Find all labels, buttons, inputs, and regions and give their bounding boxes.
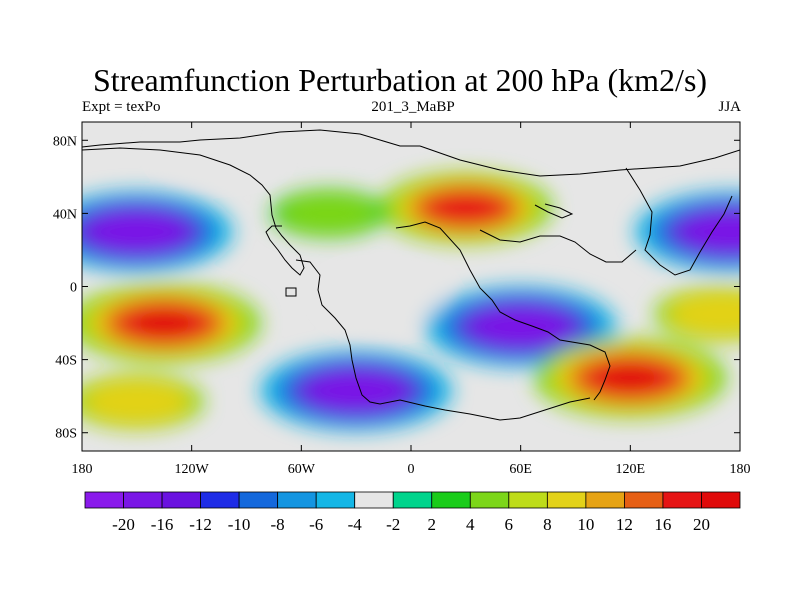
colorbar-box <box>161 491 201 509</box>
colorbar-box <box>624 491 664 509</box>
experiment-label: Expt = texPo <box>82 99 161 115</box>
y-tick-label: 80N <box>53 134 77 149</box>
field-extremum <box>534 337 727 418</box>
field-extremum <box>82 191 233 272</box>
field-extremum <box>82 283 261 364</box>
y-tick-label: 40S <box>55 354 77 369</box>
asia-coast-outline <box>625 167 733 276</box>
run-label: 201_3_MaBP <box>371 99 455 115</box>
x-tick-label: 180 <box>72 462 93 477</box>
colorbar-label: 2 <box>428 515 437 534</box>
x-tick-label: 120E <box>616 462 646 477</box>
x-tick-label: 120W <box>175 462 210 477</box>
colorbar-box <box>354 491 394 509</box>
colorbar-label: 10 <box>577 515 594 534</box>
colorbar-box <box>546 491 587 509</box>
mediterranean-outline <box>534 203 574 219</box>
season-label: JJA <box>718 99 741 115</box>
colorbar-label: -2 <box>386 515 400 534</box>
y-tick-label: 0 <box>70 281 77 296</box>
colorbar-label: -6 <box>309 515 323 534</box>
colorbar-label: -4 <box>348 515 363 534</box>
eurasia-outline <box>419 145 740 177</box>
colorbar-box <box>277 491 317 509</box>
contour-field <box>82 125 740 431</box>
colorbar-box <box>200 491 240 509</box>
south-america-outline <box>295 259 381 405</box>
colorbar-box <box>701 491 741 509</box>
colorbar-label: -8 <box>271 515 285 534</box>
axes: 180 120W 60W 0 60E 120E 180 80N 40N 0 40S 80S <box>53 122 751 477</box>
y-tick-label: 40N <box>53 207 77 222</box>
north-america-outline <box>82 147 305 276</box>
colorbar-label: 20 <box>693 515 710 534</box>
colorbar-box <box>431 491 471 509</box>
x-tick-label: 60W <box>288 462 316 477</box>
colorbar-box <box>84 491 124 509</box>
south-asia-outline <box>479 229 637 263</box>
field-extremum <box>654 285 740 342</box>
field-extremum <box>326 273 442 322</box>
colorbar-label: -16 <box>151 515 174 534</box>
field-extremum <box>260 350 453 431</box>
colorbar-box <box>662 491 702 509</box>
y-tick-label: 80S <box>55 427 77 442</box>
colorbar-label: 8 <box>543 515 552 534</box>
colorbar-label: 16 <box>654 515 671 534</box>
africa-outline <box>395 221 611 401</box>
colorbar-box <box>508 491 548 509</box>
chart-title: Streamfunction Perturbation at 200 hPa (… <box>92 62 708 98</box>
field-extremum <box>379 171 553 244</box>
field-extremum <box>161 125 277 174</box>
colorbar-label: 4 <box>466 515 475 534</box>
field-extremum <box>634 191 740 272</box>
colorbar-box <box>585 491 625 509</box>
colorbar-box <box>123 491 163 509</box>
small-island-outline <box>285 287 297 297</box>
colorbar: -20 -16 -12 -10 -8 -6 -4 -2 2 4 6 8 10 12 16 20 <box>84 491 741 534</box>
colorbar-box <box>315 491 356 509</box>
colorbar-box <box>392 491 433 509</box>
field-extremum <box>82 373 204 430</box>
colorbar-label: 12 <box>616 515 633 534</box>
colorbar-label: 6 <box>505 515 514 534</box>
x-tick-label: 0 <box>408 462 415 477</box>
coastlines <box>82 129 740 421</box>
colorbar-label: -12 <box>189 515 212 534</box>
colorbar-box <box>238 491 279 509</box>
colorbar-label: -20 <box>112 515 135 534</box>
field-extremum <box>271 189 387 238</box>
colorbar-box <box>469 491 510 509</box>
colorbar-label: -10 <box>228 515 251 534</box>
x-tick-label: 180 <box>730 462 751 477</box>
x-tick-label: 60E <box>509 462 532 477</box>
arctic-outline <box>82 129 420 148</box>
antarctica-outline <box>379 397 591 421</box>
field-extremum <box>424 286 617 367</box>
